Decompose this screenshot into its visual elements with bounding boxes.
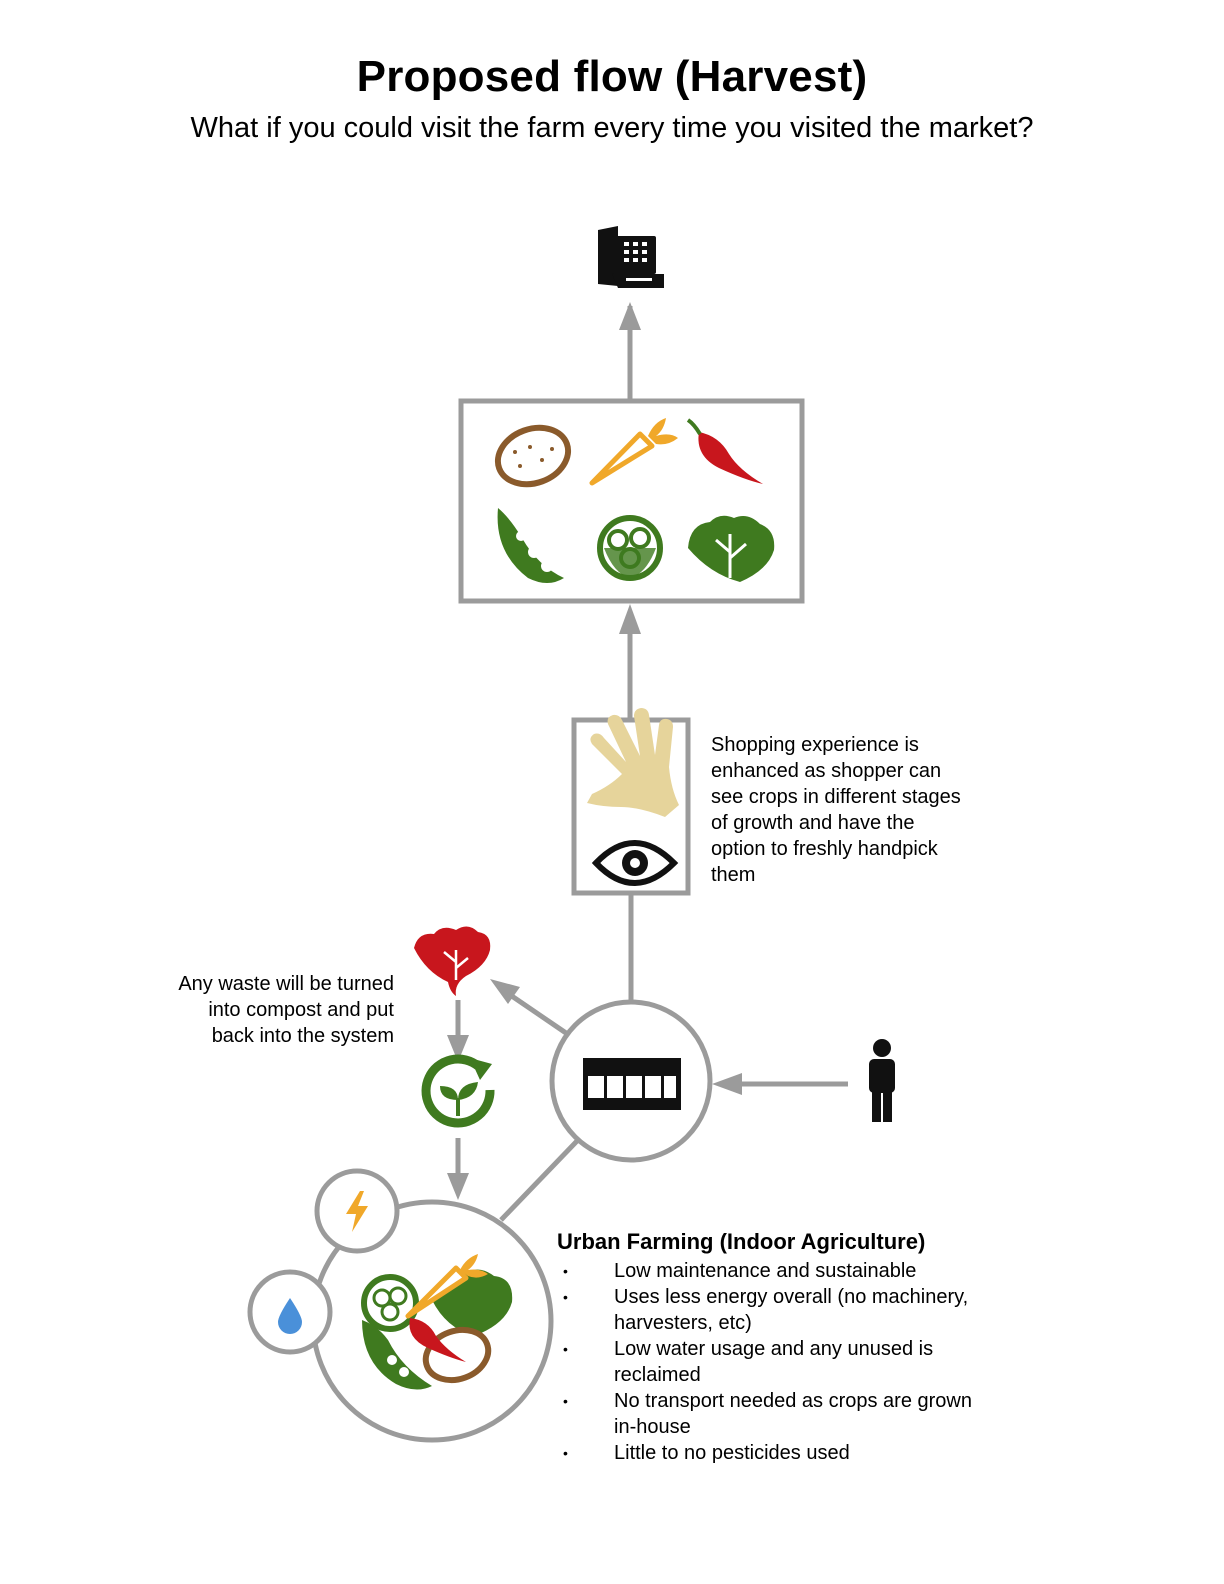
carrot-icon [589,418,678,486]
farm-title: Urban Farming (Indoor Agriculture) [557,1229,926,1254]
waste-compost-note: Any waste will be turned into compost an… [178,973,394,1047]
page-title: Proposed flow (Harvest) [356,52,868,101]
hand-icon [587,708,679,817]
pea-pod-icon [497,508,564,583]
cash-register-icon [598,226,664,288]
vegetable-bundle-icon [361,1254,513,1390]
eye-icon [591,840,679,886]
potato-icon [494,424,572,488]
list-item: No transport needed as crops are grown i… [557,1388,977,1440]
farm-description: Urban Farming (Indoor Agriculture) Low m… [557,1228,977,1466]
cauliflower-icon [597,515,663,581]
shopping-experience-note: Shopping experience is enhanced as shopp… [711,734,961,886]
list-item: Low maintenance and sustainable [557,1258,977,1284]
water-drop-icon [278,1298,302,1334]
list-item: Low water usage and any unused is reclai… [557,1336,977,1388]
chili-pepper-icon [686,418,763,484]
page-subtitle: What if you could visit the farm every t… [190,112,1034,144]
person-icon [869,1039,895,1122]
farm-benefits-list: Low maintenance and sustainable Uses les… [557,1258,977,1466]
list-item: Little to no pesticides used [557,1440,977,1466]
lightning-icon [346,1191,368,1232]
connectors [447,302,848,1222]
lettuce-icon [688,515,775,582]
wilted-lettuce-icon [414,926,491,996]
market-storefront-icon [583,1058,681,1110]
list-item: Uses less energy overall (no machinery, … [557,1284,977,1336]
compost-cycle-icon [421,1054,495,1128]
line-market-to-farm [499,1139,579,1222]
